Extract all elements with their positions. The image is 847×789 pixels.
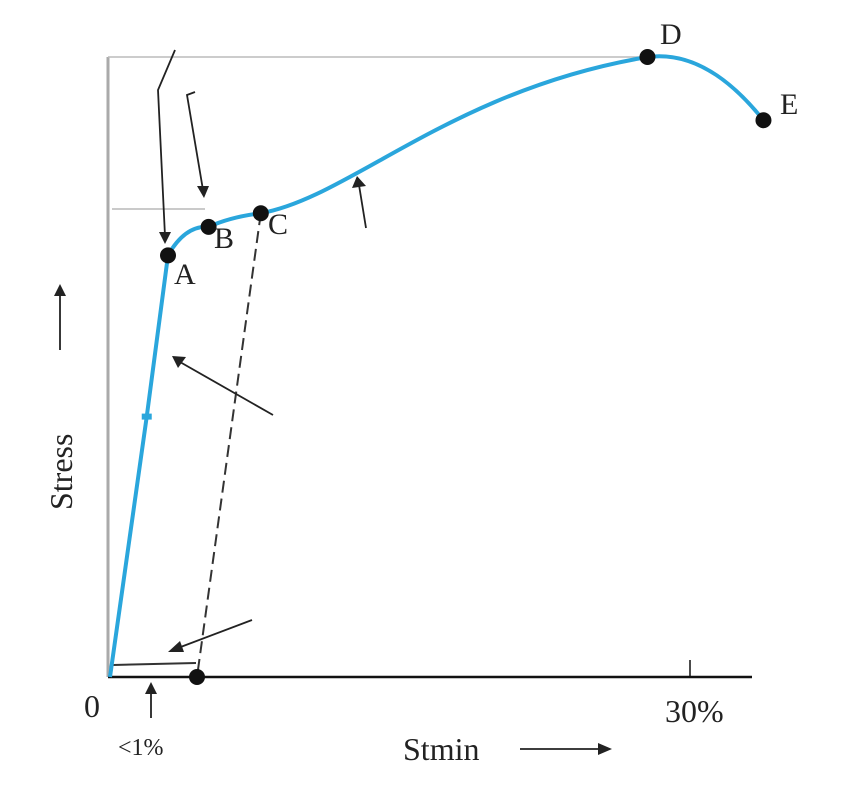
point-c [252,205,269,222]
small-strain-label: <1% [118,735,164,761]
arrow-elastic-limit [185,91,204,191]
point-label-c: C [268,208,288,241]
point-d [639,49,656,65]
arrow-elastic-region [179,361,274,416]
x-axis-label: Stmin [403,731,479,767]
arrowhead-icon [159,232,171,244]
origin-label: 0 [84,688,100,724]
point-label-e: E [780,88,798,121]
point-a [160,247,176,264]
unloading-line [196,213,262,678]
arrowhead-icon [145,682,157,694]
curve-marker [141,413,152,420]
point-b [200,218,217,235]
point-label-a: A [174,258,196,291]
arrowhead-icon [352,176,366,188]
permanent-set-line [112,662,197,666]
stress-strain-curve [108,54,766,678]
x-tick-label: 30% [665,693,724,729]
arrow-proportional-limit [157,49,176,237]
arrow-permanent-set [177,619,253,649]
arrowhead-icon [598,743,612,755]
arrowhead-icon [197,186,209,198]
arrowhead-icon [54,284,66,296]
y-axis-label: Stress [43,434,79,510]
point-label-d: D [660,18,682,51]
arrow-strain-hardening [358,184,367,229]
point-permanent-set [189,669,205,685]
arrowhead-icon [172,356,186,368]
point-e [755,112,772,129]
point-label-b: B [214,222,234,255]
arrowhead-icon [168,641,184,652]
